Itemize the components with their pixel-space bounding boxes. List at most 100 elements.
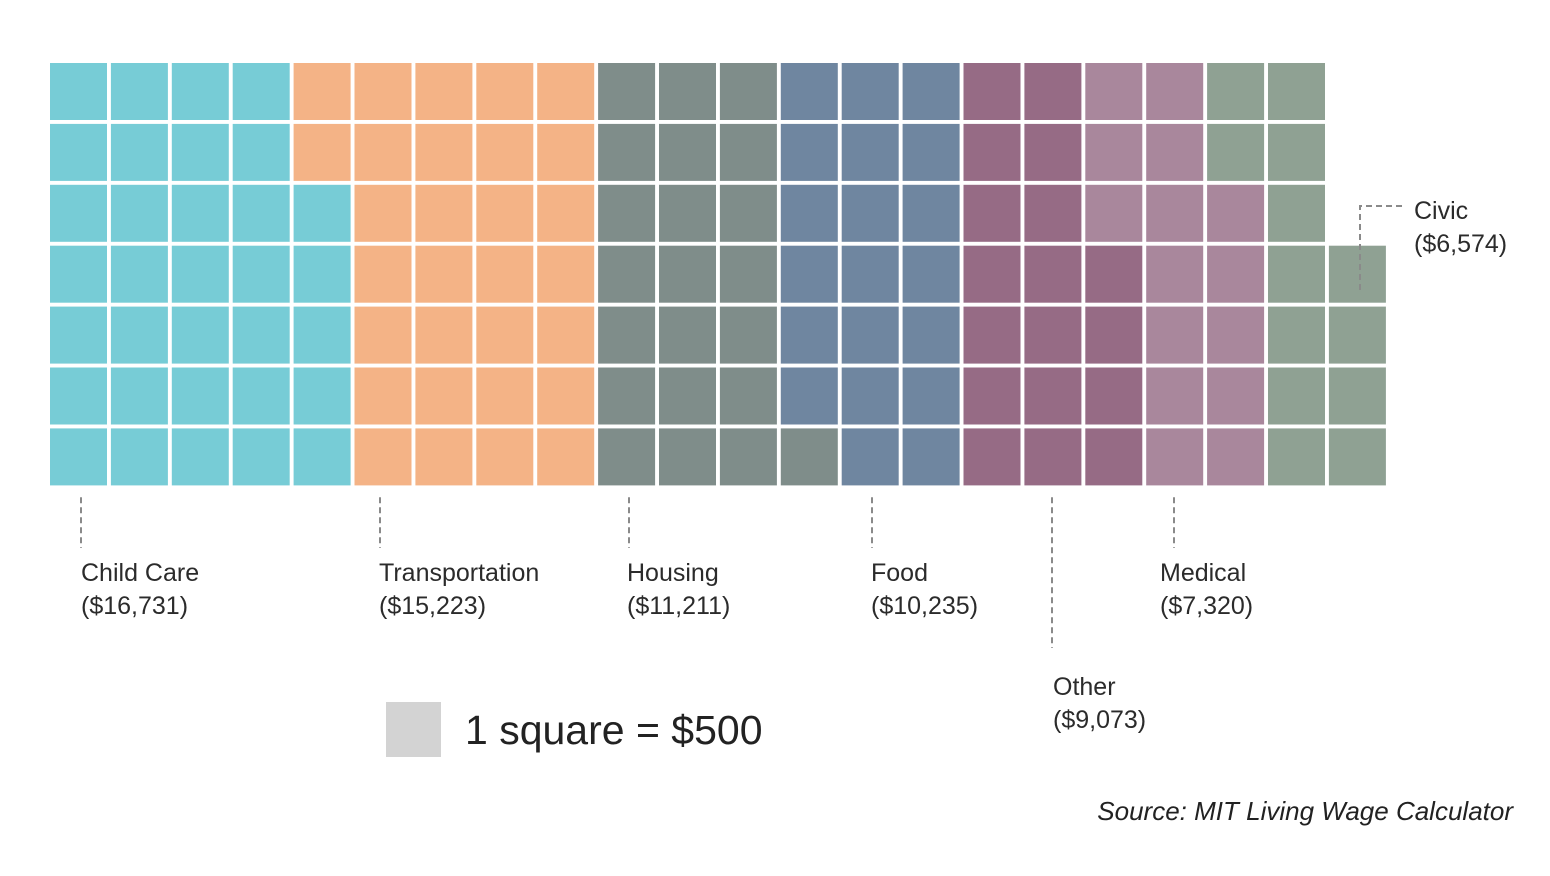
waffle-square-other: [1024, 63, 1082, 120]
waffle-square-child-care: [232, 184, 290, 242]
waffle-square-transportation: [354, 245, 412, 303]
waffle-square-transportation: [354, 63, 412, 120]
waffle-square-medical: [1207, 306, 1265, 364]
leader-civic: [1359, 205, 1406, 290]
waffle-square-housing: [719, 428, 777, 486]
waffle-square-other: [1024, 428, 1082, 486]
waffle-square-food: [841, 123, 899, 181]
waffle-square-food: [780, 245, 838, 303]
waffle-square-other: [963, 367, 1021, 425]
waffle-squares: [50, 63, 1386, 486]
waffle-square-child-care: [171, 367, 229, 425]
waffle-square-other: [963, 184, 1021, 242]
waffle-square-transportation: [537, 428, 595, 486]
waffle-square-other: [1085, 428, 1143, 486]
waffle-square-other: [1024, 367, 1082, 425]
waffle-square-housing: [719, 63, 777, 120]
waffle-square-housing: [780, 428, 838, 486]
waffle-square-child-care: [110, 306, 168, 364]
waffle-square-housing: [659, 428, 716, 486]
waffle-square-civic: [1268, 306, 1325, 364]
waffle-square-housing: [659, 123, 716, 181]
waffle-square-housing: [659, 306, 716, 364]
waffle-square-transportation: [354, 306, 412, 364]
waffle-square-food: [780, 123, 838, 181]
waffle-square-medical: [1207, 245, 1265, 303]
value-child-care: ($16,731): [81, 592, 188, 620]
waffle-square-civic: [1268, 245, 1325, 303]
waffle-square-child-care: [232, 367, 290, 425]
waffle-square-transportation: [476, 63, 534, 120]
waffle-square-civic: [1268, 123, 1325, 181]
waffle-square-child-care: [50, 245, 107, 303]
waffle-square-transportation: [537, 245, 595, 303]
waffle-square-food: [902, 184, 960, 242]
waffle-square-civic: [1268, 428, 1325, 486]
waffle-square-transportation: [476, 306, 534, 364]
waffle-square-housing: [598, 123, 656, 181]
label-food: Food: [871, 559, 928, 587]
waffle-square-child-care: [293, 245, 351, 303]
waffle-square-food: [902, 63, 960, 120]
waffle-square-transportation: [537, 123, 595, 181]
waffle-square-housing: [719, 245, 777, 303]
value-other: ($9,073): [1053, 706, 1146, 734]
waffle-square-transportation: [354, 123, 412, 181]
waffle-square-child-care: [293, 184, 351, 242]
waffle-square-food: [902, 428, 960, 486]
label-other: Other: [1053, 673, 1116, 701]
waffle-square-other: [1024, 306, 1082, 364]
waffle-square-food: [780, 367, 838, 425]
waffle-square-civic: [1268, 367, 1325, 425]
waffle-square-civic: [1328, 245, 1386, 303]
waffle-square-medical: [1146, 184, 1204, 242]
waffle-square-housing: [719, 306, 777, 364]
label-housing: Housing: [627, 559, 719, 587]
waffle-square-child-care: [171, 306, 229, 364]
waffle-square-other: [963, 306, 1021, 364]
waffle-square-child-care: [50, 184, 107, 242]
waffle-square-child-care: [293, 428, 351, 486]
waffle-square-child-care: [171, 245, 229, 303]
waffle-square-medical: [1146, 245, 1204, 303]
waffle-square-food: [841, 367, 899, 425]
waffle-square-civic: [1328, 367, 1386, 425]
waffle-square-food: [841, 306, 899, 364]
legend-unit-label: 1 square = $500: [465, 707, 763, 753]
waffle-square-child-care: [110, 428, 168, 486]
waffle-square-child-care: [171, 184, 229, 242]
waffle-square-other: [1024, 123, 1082, 181]
waffle-square-civic: [1328, 428, 1386, 486]
waffle-square-housing: [598, 63, 656, 120]
category-labels: Child Care ($16,731) Transportation ($15…: [81, 197, 1507, 734]
waffle-square-other: [1024, 184, 1082, 242]
waffle-square-child-care: [293, 367, 351, 425]
waffle-square-housing: [659, 245, 716, 303]
waffle-square-child-care: [50, 428, 107, 486]
waffle-square-other: [1085, 306, 1143, 364]
waffle-square-transportation: [415, 123, 473, 181]
waffle-square-medical: [1085, 184, 1143, 242]
waffle-square-other: [1024, 245, 1082, 303]
waffle-square-housing: [598, 184, 656, 242]
waffle-square-transportation: [415, 63, 473, 120]
waffle-square-food: [780, 306, 838, 364]
waffle-square-child-care: [232, 428, 290, 486]
waffle-square-child-care: [50, 367, 107, 425]
waffle-square-transportation: [537, 63, 595, 120]
waffle-square-medical: [1146, 123, 1204, 181]
waffle-square-food: [780, 63, 838, 120]
waffle-square-transportation: [537, 306, 595, 364]
value-medical: ($7,320): [1160, 592, 1253, 620]
waffle-square-housing: [659, 184, 716, 242]
waffle-square-child-care: [110, 123, 168, 181]
source-note: Source: MIT Living Wage Calculator: [1097, 796, 1514, 826]
waffle-square-child-care: [50, 63, 107, 120]
waffle-square-medical: [1207, 367, 1265, 425]
waffle-square-child-care: [50, 306, 107, 364]
waffle-square-transportation: [415, 428, 473, 486]
waffle-square-civic: [1268, 184, 1325, 242]
waffle-square-transportation: [293, 63, 351, 120]
waffle-square-other: [963, 123, 1021, 181]
